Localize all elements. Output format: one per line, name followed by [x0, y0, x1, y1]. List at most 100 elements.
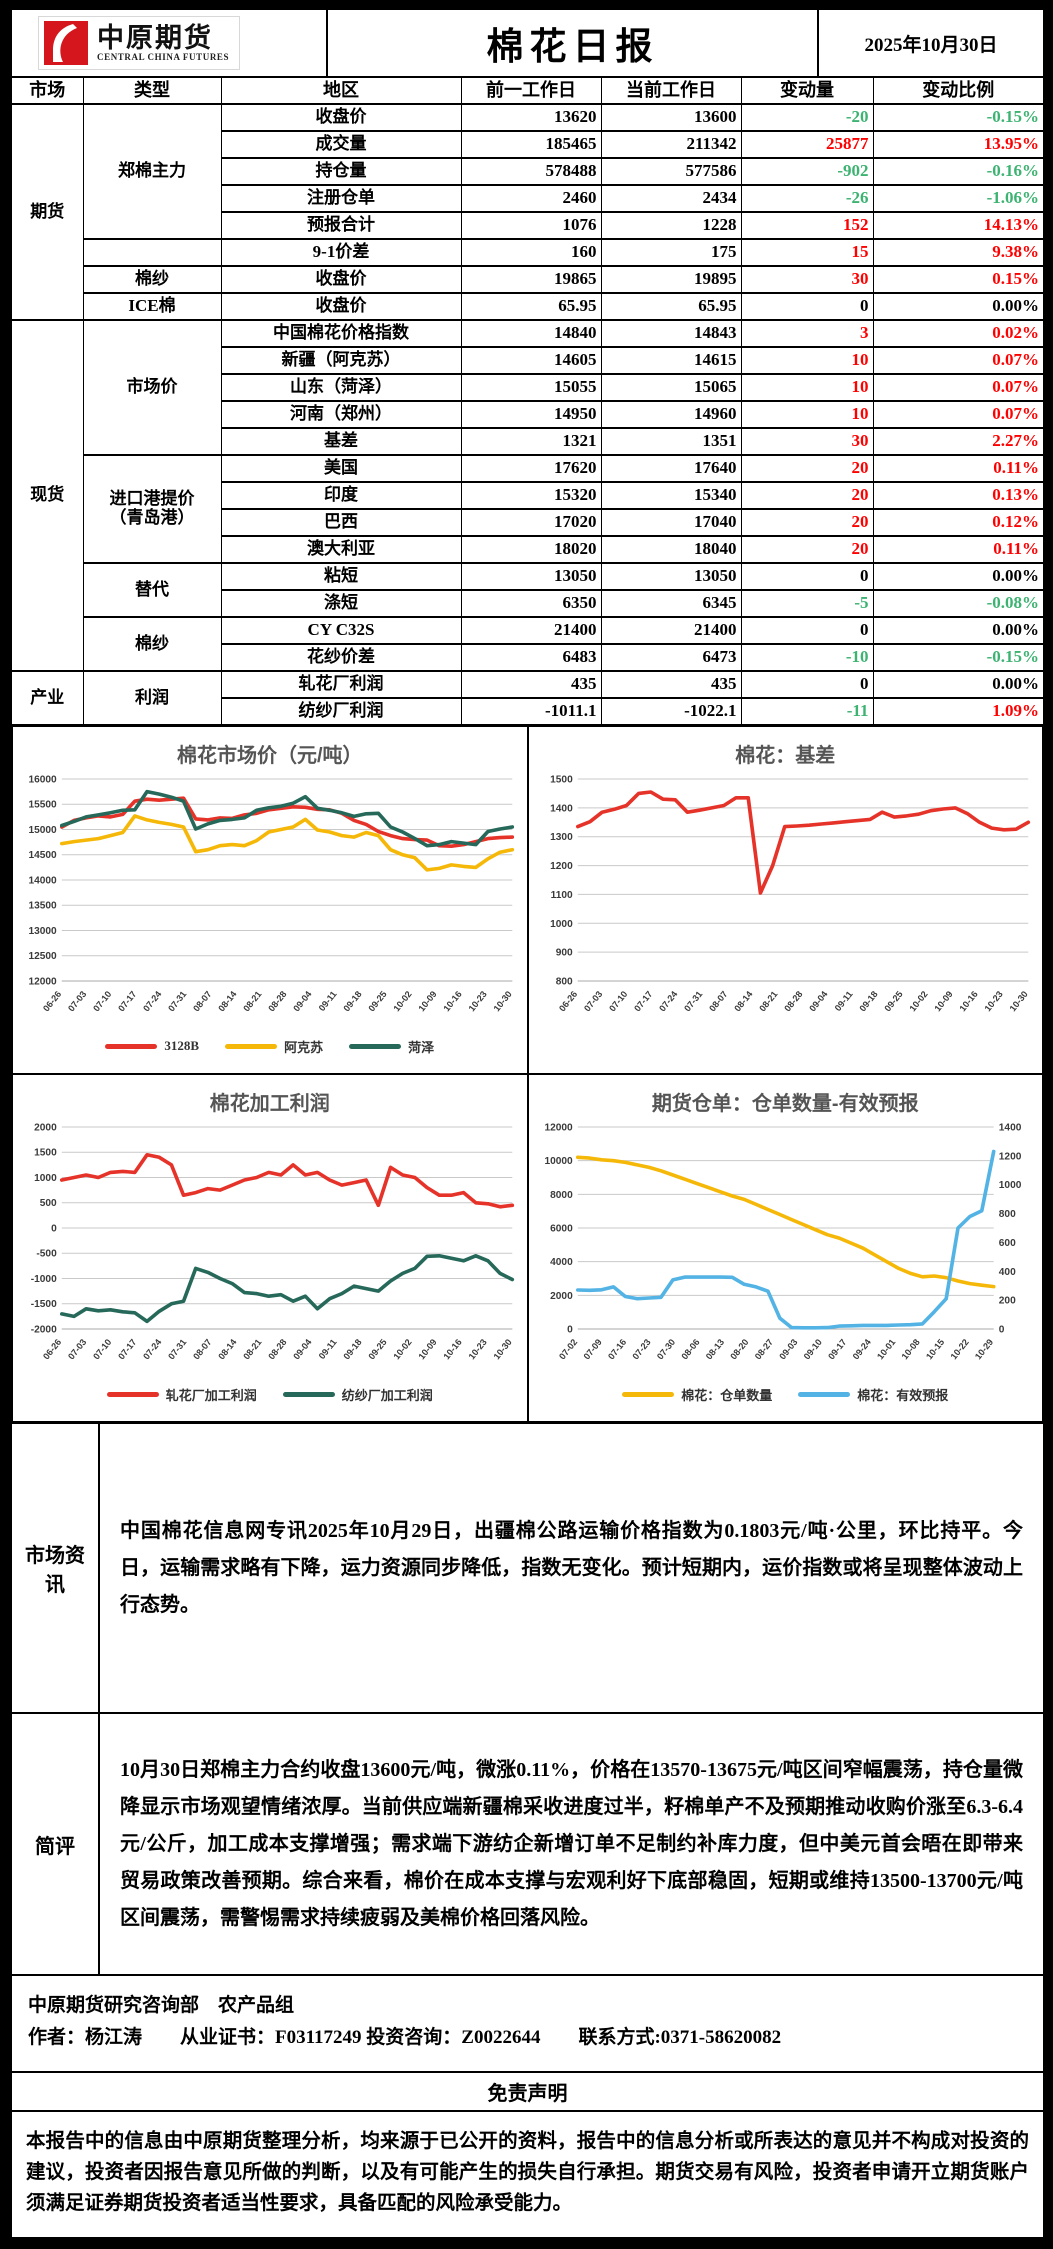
logo-text-block: 中原期货 CENTRAL CHINA FUTURES	[97, 23, 229, 62]
table-cell: 美国	[220, 454, 462, 483]
type-group-cell: 替代	[82, 562, 222, 618]
chart-canvas: 12000 12500 13000 13500 14000 14500 15000 15500…	[28, 775, 515, 1013]
chart-legend	[529, 1031, 1043, 1061]
svg-text:08-28: 08-28	[266, 989, 288, 1013]
svg-text:1000: 1000	[34, 1173, 57, 1184]
table-cell: 30	[740, 427, 874, 456]
svg-text:2000: 2000	[34, 1123, 57, 1134]
table-row: 花纱价差 6483 6473 -10 -0.15%	[11, 643, 1045, 672]
table-row: ICE棉 收盘价 65.95 65.95 0 0.00%	[11, 292, 1045, 321]
table-cell: -20	[740, 103, 874, 132]
svg-text:1400: 1400	[998, 1123, 1021, 1134]
table-cell: 13050	[600, 562, 742, 591]
svg-text:09-10: 09-10	[801, 1337, 823, 1361]
chart-title: 棉花：基差	[735, 745, 836, 767]
svg-text:10-22: 10-22	[948, 1337, 970, 1361]
department-line: 中原期货研究咨询部 农产品组	[28, 1995, 295, 2016]
svg-text:0: 0	[998, 1325, 1004, 1336]
type-group-cell: 棉纱	[82, 616, 222, 672]
svg-text:1000: 1000	[998, 1180, 1021, 1191]
chart-canvas: 800 900 1000 1100 1200 1300 1400 1500 06-26 07-03…	[550, 775, 1030, 1013]
table-cell: 211342	[600, 130, 742, 159]
svg-text:10-15: 10-15	[924, 1337, 946, 1361]
svg-text:10-30: 10-30	[492, 1337, 514, 1361]
col-header-market: 市场	[10, 76, 84, 105]
table-cell: 0.07%	[872, 400, 1045, 429]
svg-text:200: 200	[998, 1296, 1015, 1307]
market-group-cell: 期货	[10, 103, 84, 321]
svg-text:10-16: 10-16	[441, 989, 463, 1013]
chart-processing-profit: 棉花加工利润 -2000 -1500 -1000 -500 0 500 1000 1500 20…	[13, 1075, 527, 1421]
table-cell: 1228	[600, 211, 742, 240]
table-row: 产业 利润 轧花厂利润 435 435 0 0.00%	[10, 670, 1045, 726]
table-cell: 18040	[600, 535, 742, 564]
table-cell: 18020	[460, 535, 602, 564]
table-cell: 0.11%	[872, 535, 1045, 564]
table-cell: 20	[740, 535, 874, 564]
svg-text:10-30: 10-30	[1007, 989, 1029, 1013]
chart-legend: 轧花厂加工利润 纺纱厂加工利润	[13, 1379, 527, 1409]
svg-text:400: 400	[998, 1267, 1015, 1278]
table-cell: 6473	[600, 643, 742, 672]
table-cell: 涤短	[220, 589, 462, 618]
svg-text:16000: 16000	[28, 775, 57, 786]
svg-text:1300: 1300	[550, 832, 573, 843]
svg-text:08-14: 08-14	[732, 989, 754, 1013]
legend-swatch	[225, 1043, 278, 1049]
table-cell: -0.15%	[872, 643, 1045, 672]
svg-text:08-28: 08-28	[266, 1337, 288, 1361]
report-header: 中原期货 CENTRAL CHINA FUTURES 棉花日报 2025年10月…	[10, 8, 1045, 78]
report-date: 2025年10月30日	[817, 10, 1043, 76]
table-row: 河南（郑州） 14950 14960 10 0.07%	[11, 400, 1045, 429]
table-cell: 578488	[460, 157, 602, 186]
table-cell: 0.00%	[872, 670, 1045, 699]
table-row: 替代 粘短 13050 13050 0 0.00%	[11, 562, 1045, 618]
table-cell: 山东（菏泽）	[220, 373, 462, 402]
table-cell: 0.15%	[872, 265, 1045, 294]
chart-title: 棉花加工利润	[209, 1093, 330, 1115]
legend-swatch	[105, 1043, 158, 1049]
svg-text:07-17: 07-17	[116, 1337, 138, 1361]
legend-item: 棉花：仓单数量	[622, 1385, 772, 1404]
svg-text:09-03: 09-03	[777, 1337, 799, 1361]
author-line: 作者：杨江涛 从业证书：F03117249 投资咨询：Z0022644 联系方式…	[28, 2027, 782, 2049]
svg-text:09-25: 09-25	[366, 989, 388, 1013]
table-cell: 13.95%	[872, 130, 1045, 159]
disclaimer-title: 免责声明	[10, 2070, 1045, 2112]
comment-text: 10月30日郑棉主力合约收盘13600元/吨，微涨0.11%，价格在13570-…	[120, 1758, 1023, 1929]
table-cell: 0.02%	[872, 319, 1045, 348]
table-cell: 收盘价	[220, 292, 462, 321]
market-info-section: 市场资讯 中国棉花信息网专讯2025年10月29日，出疆棉公路运输价格指数为0.…	[10, 1422, 1045, 1714]
svg-text:13500: 13500	[28, 901, 57, 912]
chart-basis: 棉花：基差 800 900 1000 1100 1200 1300 1400 1500 06-2…	[528, 727, 1043, 1073]
table-cell: 收盘价	[220, 103, 462, 132]
svg-text:-2000: -2000	[31, 1325, 57, 1336]
table-cell: 持仓量	[220, 157, 462, 186]
table-cell: 175	[600, 238, 742, 267]
table-cell: 澳大利亚	[220, 535, 462, 564]
type-group-cell: 郑棉主力	[82, 103, 222, 240]
table-row: 棉纱 CY C32S 21400 21400 0 0.00%	[11, 616, 1045, 672]
svg-text:09-25: 09-25	[882, 989, 904, 1013]
table-cell: 14950	[460, 400, 602, 429]
svg-text:07-02: 07-02	[557, 1337, 579, 1361]
legend-label: 纺纱厂加工利润	[341, 1387, 433, 1403]
svg-text:08-21: 08-21	[241, 1337, 263, 1361]
chart-title: 期货仓单：仓单数量-有效预报	[651, 1093, 919, 1115]
table-cell: 10	[740, 400, 874, 429]
svg-text:10-16: 10-16	[957, 989, 979, 1013]
table-row: 预报合计 1076 1228 152 14.13%	[11, 211, 1045, 240]
legend-item: 阿克苏	[225, 1037, 323, 1056]
legend-label: 阿克苏	[284, 1039, 324, 1055]
table-cell: 17040	[600, 508, 742, 537]
svg-text:07-10: 07-10	[607, 989, 629, 1013]
table-cell: 15340	[600, 481, 742, 510]
company-logo: 中原期货 CENTRAL CHINA FUTURES	[38, 16, 241, 70]
col-header-region: 地区	[220, 76, 462, 105]
table-cell: 1.09%	[872, 697, 1045, 726]
table-cell: 成交量	[220, 130, 462, 159]
table-cell: 185465	[460, 130, 602, 159]
svg-text:14500: 14500	[28, 850, 57, 861]
svg-text:06-26: 06-26	[41, 989, 63, 1013]
type-group-cell: ICE棉	[82, 292, 222, 321]
